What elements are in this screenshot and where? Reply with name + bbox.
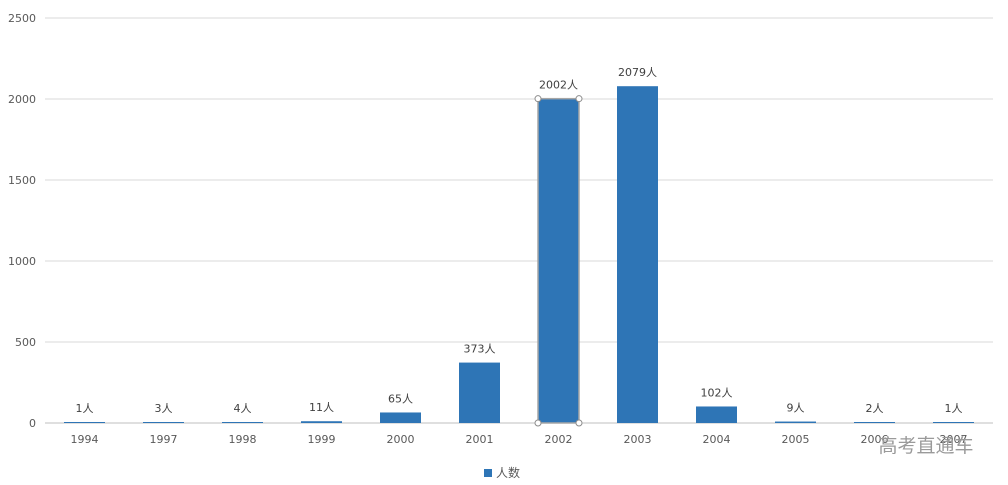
x-tick-label-1998: 1998	[229, 433, 257, 446]
data-labels: 1人 3人 4人 11人 65人 373人 2002人 2079人 102人 9人 2人 1人	[76, 66, 963, 415]
y-tick-label: 500	[15, 336, 36, 349]
x-tick-label-2006: 2006	[861, 433, 889, 446]
x-tick-label-2002: 2002	[545, 433, 573, 446]
selection-handle[interactable]	[534, 95, 542, 103]
data-label-1999: 11人	[309, 401, 334, 414]
data-label-1994: 1人	[76, 402, 94, 415]
x-tick-label-1999: 1999	[308, 433, 336, 446]
bar-2000[interactable]	[380, 412, 421, 423]
y-tick-label: 2500	[8, 12, 36, 25]
data-label-2006: 2人	[866, 402, 884, 415]
bar-2007[interactable]	[933, 422, 974, 423]
selection-handle[interactable]	[575, 419, 583, 427]
y-tick-label: 1500	[8, 174, 36, 187]
x-axis-ticks: 1994 1997 1998 1999 2000 2001 2002 2003 2004 2005…	[71, 433, 968, 446]
data-label-2001: 373人	[464, 343, 496, 356]
y-tick-label: 0	[29, 417, 36, 430]
data-label-2003: 2079人	[618, 66, 657, 79]
legend-label: 人数	[496, 465, 520, 480]
data-label-1998: 4人	[234, 402, 252, 415]
bar-2001[interactable]	[459, 362, 500, 423]
gridlines	[45, 17, 993, 424]
y-tick-label: 2000	[8, 93, 36, 106]
x-tick-label-1994: 1994	[71, 433, 99, 446]
data-label-2004: 102人	[701, 386, 733, 399]
legend-swatch	[484, 469, 492, 477]
bar-1997[interactable]	[143, 422, 184, 423]
x-tick-label-2001: 2001	[466, 433, 494, 446]
data-label-2005: 9人	[787, 402, 805, 415]
bar-2002[interactable]	[537, 97, 580, 424]
watermark-text: 高考直通车	[878, 435, 973, 457]
x-tick-label-1997: 1997	[150, 433, 178, 446]
x-tick-label-2003: 2003	[624, 433, 652, 446]
data-label-2007: 1人	[945, 402, 963, 415]
selection-handle[interactable]	[575, 95, 583, 103]
legend[interactable]: 人数	[484, 465, 520, 480]
y-tick-label: 1000	[8, 255, 36, 268]
data-label-2000: 65人	[388, 392, 413, 405]
data-label-2002: 2002人	[539, 79, 578, 92]
x-tick-label-2000: 2000	[387, 433, 415, 446]
bar-2005[interactable]	[775, 421, 816, 423]
y-axis-ticks: 0 500 1000 1500 2000 2500	[8, 12, 36, 430]
bar-2006[interactable]	[854, 422, 895, 423]
selection-handle[interactable]	[534, 419, 542, 427]
x-tick-label-2004: 2004	[703, 433, 731, 446]
x-tick-label-2007: 2007	[940, 433, 968, 446]
bar-1994[interactable]	[64, 422, 105, 423]
bars	[64, 86, 974, 427]
data-label-1997: 3人	[155, 402, 173, 415]
bar-1999[interactable]	[301, 421, 342, 423]
x-tick-label-2005: 2005	[782, 433, 810, 446]
bar-2004[interactable]	[696, 406, 737, 423]
bar-2003[interactable]	[617, 86, 658, 424]
bar-1998[interactable]	[222, 422, 263, 423]
